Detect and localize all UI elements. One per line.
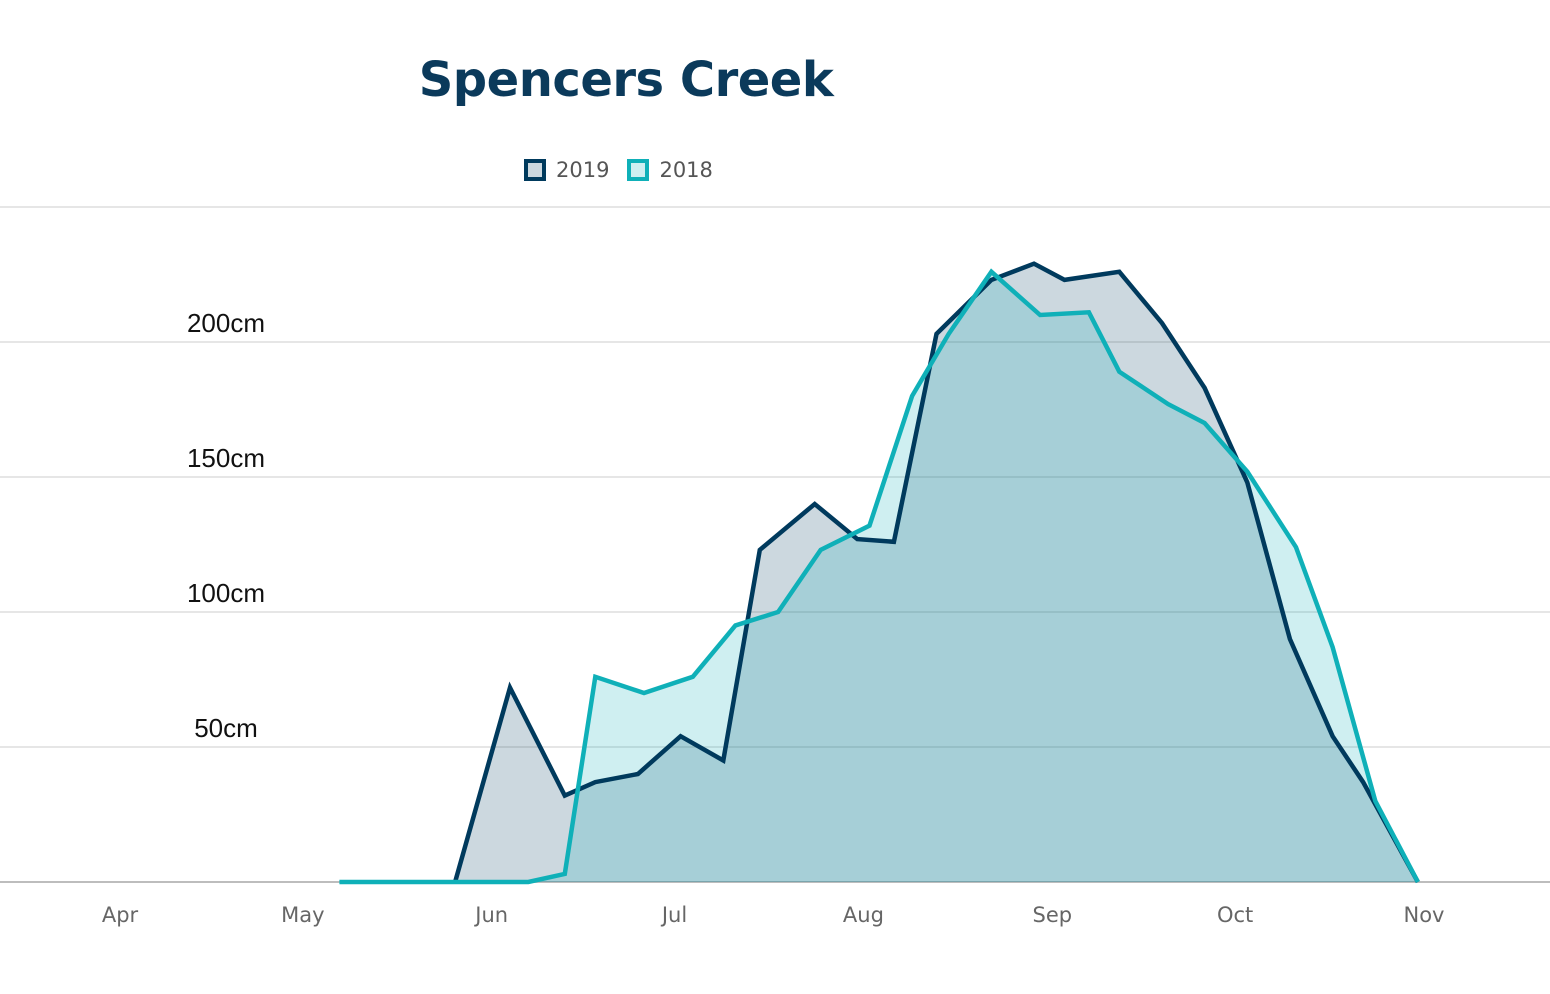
- y-tick-label: 50cm: [194, 713, 258, 743]
- line-2019: [452, 261, 1420, 884]
- line-2018: [339, 268, 1420, 885]
- x-tick-label: Sep: [1033, 903, 1073, 927]
- legend-item-2018[interactable]: 2018: [627, 158, 713, 182]
- legend: 2019 2018: [524, 158, 731, 182]
- legend-swatch-2019: [524, 159, 546, 181]
- area-2018: [339, 271, 1418, 882]
- y-tick-label: 200cm: [187, 308, 265, 338]
- legend-label-2019: 2019: [556, 158, 610, 182]
- x-tick-label: Nov: [1404, 903, 1445, 927]
- area-2019: [455, 263, 1418, 882]
- x-tick-label: Aug: [843, 903, 884, 927]
- legend-label-2018: 2018: [659, 158, 713, 182]
- x-tick-label: Jun: [473, 903, 508, 927]
- y-tick-label: 150cm: [187, 443, 265, 473]
- x-tick-label: Apr: [102, 903, 139, 927]
- legend-item-2019[interactable]: 2019: [524, 158, 609, 182]
- chart-title: Spencers Creek: [418, 52, 834, 108]
- y-tick-label: 100cm: [187, 578, 265, 608]
- legend-swatch-2018: [627, 159, 650, 181]
- x-tick-label: May: [281, 903, 324, 927]
- x-tick-label: Jul: [660, 903, 687, 927]
- x-tick-label: Oct: [1217, 903, 1253, 927]
